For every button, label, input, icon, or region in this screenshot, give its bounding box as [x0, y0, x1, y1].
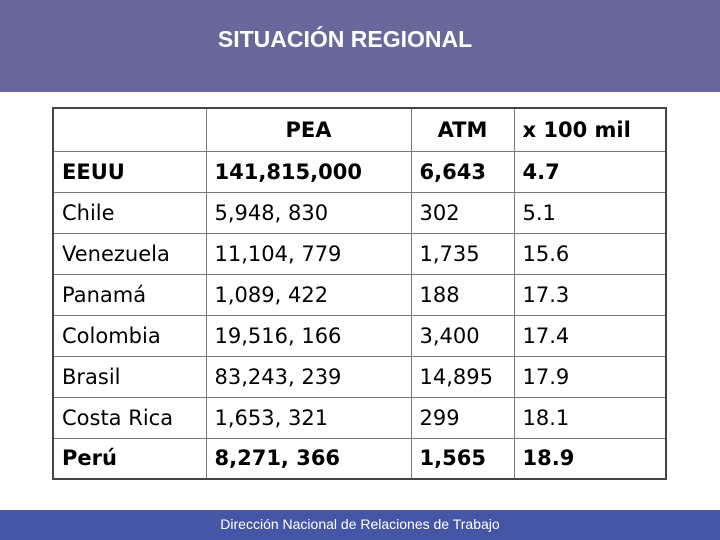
value-cell: 5.1: [513, 191, 667, 234]
value-cell: 17.9: [513, 355, 667, 398]
value-cell: 6,643: [410, 150, 515, 193]
footer-bar: [0, 510, 720, 540]
value-cell: 11,104, 779: [205, 232, 412, 275]
value-cell: 17.3: [513, 273, 667, 316]
value-cell: 14,895: [410, 355, 515, 398]
header-row: PEA ATM x 100 mil: [52, 107, 667, 152]
table-row: Colombia 19,516, 166 3,400 17.4: [52, 314, 667, 357]
table-row: Venezuela 11,104, 779 1,735 15.6: [52, 232, 667, 275]
table-row: EEUU 141,815,000 6,643 4.7: [52, 150, 667, 193]
value-cell: 18.1: [513, 396, 667, 439]
table-row: Costa Rica 1,653, 321 299 18.1: [52, 396, 667, 439]
country-cell: Colombia: [52, 314, 207, 357]
value-cell: 1,565: [410, 437, 515, 480]
value-cell: 1,089, 422: [205, 273, 412, 316]
header-cell: [52, 107, 207, 152]
value-cell: 4.7: [513, 150, 667, 193]
country-cell: Panamá: [52, 273, 207, 316]
country-cell: Costa Rica: [52, 396, 207, 439]
value-cell: 83,243, 239: [205, 355, 412, 398]
country-cell: Brasil: [52, 355, 207, 398]
header-cell: x 100 mil: [513, 107, 667, 152]
table-row: Chile 5,948, 830 302 5.1: [52, 191, 667, 234]
table-row: Panamá 1,089, 422 188 17.3: [52, 273, 667, 316]
table-row: Perú 8,271, 366 1,565 18.9: [52, 437, 667, 480]
country-cell: EEUU: [52, 150, 207, 193]
value-cell: 5,948, 830: [205, 191, 412, 234]
value-cell: 1,735: [410, 232, 515, 275]
value-cell: 141,815,000: [205, 150, 412, 193]
value-cell: 15.6: [513, 232, 667, 275]
value-cell: 1,653, 321: [205, 396, 412, 439]
value-cell: 299: [410, 396, 515, 439]
value-cell: 8,271, 366: [205, 437, 412, 480]
header-cell: ATM: [410, 107, 515, 152]
table-row: Brasil 83,243, 239 14,895 17.9: [52, 355, 667, 398]
value-cell: 18.9: [513, 437, 667, 480]
country-cell: Perú: [52, 437, 207, 480]
data-table: PEA ATM x 100 mil EEUU 141,815,000 6,643 4.…: [52, 107, 667, 480]
value-cell: 3,400: [410, 314, 515, 357]
country-cell: Chile: [52, 191, 207, 234]
value-cell: 17.4: [513, 314, 667, 357]
value-cell: 302: [410, 191, 515, 234]
country-cell: Venezuela: [52, 232, 207, 275]
footer-text: Dirección Nacional de Relaciones de Trab…: [220, 516, 500, 532]
value-cell: 188: [410, 273, 515, 316]
header-cell: PEA: [205, 107, 412, 152]
value-cell: 19,516, 166: [205, 314, 412, 357]
header-bar: [0, 0, 720, 92]
slide-title: SITUACIÓN REGIONAL: [217, 26, 473, 52]
